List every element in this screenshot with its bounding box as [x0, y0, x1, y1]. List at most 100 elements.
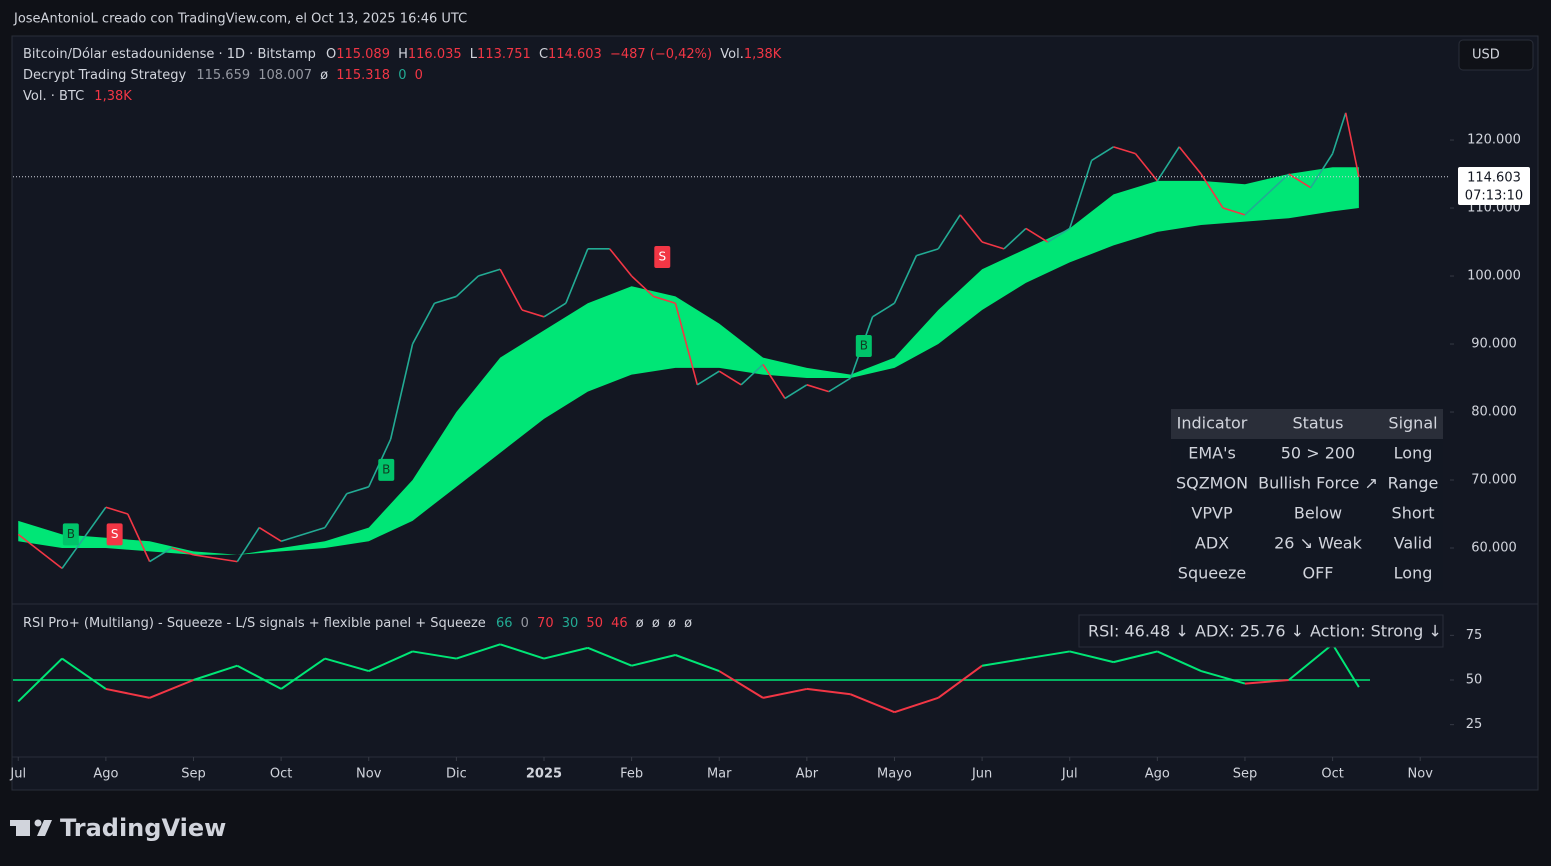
price-segment: [806, 384, 829, 393]
strategy-name: Decrypt Trading Strategy: [23, 68, 187, 83]
price-segment: [981, 241, 1005, 250]
price-segment: [346, 486, 369, 495]
panel-cell: Squeeze: [1178, 564, 1246, 583]
signal-marker: [855, 335, 872, 358]
rsi-segment: [981, 657, 1027, 667]
panel-cell: EMA's: [1188, 444, 1236, 463]
plot: 60.00070.00080.00090.000100.000110.00012…: [9, 112, 1521, 782]
price-segment: [631, 275, 655, 298]
price-segment: [696, 370, 720, 386]
price-segment: [1244, 193, 1268, 216]
logo-shape: [34, 819, 42, 827]
rsi-status-item: RSI: 46.48 ↓: [1088, 622, 1189, 641]
price-segment: [478, 268, 501, 277]
y-tick-label: 25: [1466, 717, 1483, 732]
price-segment: [1310, 153, 1334, 189]
panel-cell: 50 > 200: [1281, 444, 1355, 463]
rsi-segment: [456, 643, 501, 660]
rsi-segment: [1113, 650, 1158, 664]
signal-label: B: [860, 339, 868, 353]
strategy-value: 108.007: [258, 68, 312, 83]
currency[interactable]: USD: [1472, 48, 1500, 63]
price-segment: [236, 527, 260, 563]
y-tick-label: 120.000: [1467, 133, 1521, 148]
x-tick-label: Jul: [9, 767, 26, 782]
x-tick-label: Ago: [93, 767, 118, 782]
rsi-segment: [61, 657, 107, 690]
signal-marker: [654, 245, 671, 268]
rsi-value: 66: [496, 616, 513, 631]
brand: TradingView: [60, 814, 226, 842]
rsi-segment: [105, 687, 150, 699]
rsi-segment: [543, 646, 589, 660]
price-segment: [280, 526, 326, 542]
x-tick-label: Abr: [796, 767, 819, 782]
rsi-segment: [631, 654, 676, 667]
x-tick-label: Nov: [1408, 767, 1434, 782]
symbol: Bitcoin/Dólar estadounidense · 1D · Bits…: [23, 47, 316, 62]
strategy-value: 115.318: [336, 68, 390, 83]
rsi-segment: [236, 664, 282, 690]
price-segment: [411, 302, 436, 345]
panel-cell: Short: [1392, 504, 1435, 523]
rsi-segment: [280, 657, 326, 690]
panel-cell: Long: [1394, 564, 1433, 583]
panel-cell: ADX: [1195, 534, 1229, 553]
legend-line: Bitcoin/Dólar estadounidense · 1D · Bits…: [23, 47, 782, 62]
y-tick-label: 80.000: [1471, 405, 1517, 420]
price-segment: [1288, 173, 1312, 189]
rsi-value: ø: [652, 616, 660, 631]
signal-label: B: [67, 527, 75, 541]
price-segment: [1178, 146, 1202, 175]
y-tick-label: 60.000: [1471, 541, 1517, 556]
open: 115.089: [336, 47, 390, 62]
signal-label: B: [382, 462, 390, 476]
price-segment: [149, 547, 173, 563]
price-segment: [17, 533, 63, 570]
rsi-segment: [149, 679, 194, 699]
rsi-segment: [1156, 650, 1202, 672]
rsi-segment: [1244, 679, 1289, 685]
panel-cell: Below: [1294, 504, 1342, 523]
signal-label: S: [658, 249, 666, 263]
price-segment: [521, 309, 545, 318]
y-tick-label: 75: [1466, 628, 1483, 643]
price-segment: [105, 506, 129, 515]
rsi-status-bg: [1078, 614, 1444, 648]
rsi-segment: [1069, 650, 1114, 664]
rsi-segment: [412, 650, 457, 660]
panel-cell: Valid: [1394, 534, 1433, 553]
rsi-segment: [499, 643, 545, 660]
signal-marker: [378, 458, 395, 481]
price-segment: [1200, 173, 1224, 209]
x-tick-label: Jul: [1061, 767, 1078, 782]
c-label: C: [539, 47, 548, 62]
rsi-segment: [368, 650, 413, 672]
vol-label: Vol.: [720, 47, 744, 62]
panel-cell: SQZMON: [1176, 474, 1248, 493]
rsi-value: 70: [537, 616, 554, 631]
price-segment: [389, 343, 414, 440]
price-segment: [171, 547, 194, 556]
price-segment: [455, 275, 479, 298]
rsi-value: ø: [636, 616, 644, 631]
signal-marker: [106, 523, 123, 546]
panel-bg: [1171, 439, 1443, 591]
rsi-value: 30: [562, 616, 579, 631]
rsi-segment: [806, 687, 851, 696]
currency-button[interactable]: [1458, 39, 1534, 71]
price-segment: [565, 248, 589, 304]
strategy-value: 115.659: [196, 68, 250, 83]
price-segment: [1222, 207, 1246, 216]
rsi-segment: [675, 654, 720, 673]
price-segment: [762, 363, 786, 399]
price-segment: [674, 303, 699, 386]
panel-header: Status: [1293, 414, 1344, 433]
price-segment: [1003, 227, 1027, 250]
price-segment: [959, 214, 983, 243]
x-tick-label: Oct: [270, 767, 292, 782]
price-segment: [127, 513, 151, 562]
o-label: O: [326, 47, 336, 62]
price-segment: [258, 526, 282, 542]
price-segment: [609, 248, 633, 277]
